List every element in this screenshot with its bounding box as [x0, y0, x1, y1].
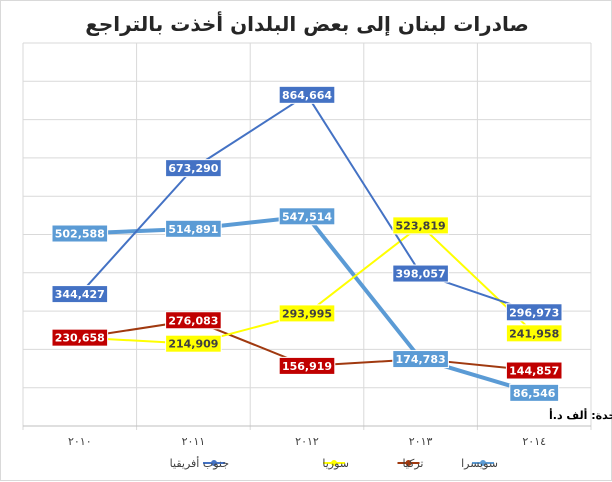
data-label-text: 523,819 — [396, 219, 446, 232]
data-label-box — [505, 324, 563, 343]
data-label-text: 514,891 — [168, 223, 218, 236]
data-label-text: 144,857 — [509, 365, 559, 378]
data-label-text: 86,546 — [513, 387, 556, 400]
source-note: بروفسور جاسم عجاقة | مصدر: ITC | الوحدة:… — [549, 408, 612, 422]
legend-marker — [480, 460, 486, 466]
data-label-box — [505, 361, 563, 380]
data-label: 276,083 — [165, 311, 222, 330]
data-label-box — [165, 219, 222, 238]
series-line — [78, 93, 536, 314]
x-tick-label: ٢٠١٠ — [68, 435, 92, 448]
series-line — [78, 224, 536, 345]
data-label: 344,427 — [51, 285, 109, 304]
data-label-box — [392, 264, 449, 283]
data-label: 214,909 — [165, 334, 222, 353]
data-label: 673,290 — [165, 159, 222, 178]
legend-marker — [331, 460, 337, 466]
data-label-box — [392, 350, 449, 369]
legend-label: تركيا — [402, 457, 423, 470]
data-label-text: 156,919 — [282, 360, 332, 373]
data-label: 230,658 — [51, 328, 109, 347]
x-tick-label: ٢٠١٣ — [409, 435, 433, 448]
data-label-text: 241,958 — [509, 327, 559, 340]
data-label-box — [392, 216, 449, 235]
data-label: 547,514 — [278, 207, 336, 226]
data-label-box — [165, 334, 222, 353]
data-label: 156,919 — [278, 356, 336, 375]
data-label-text: 293,995 — [282, 307, 332, 320]
data-label: 398,057 — [392, 264, 449, 283]
data-label-box — [165, 311, 222, 330]
data-label-box — [51, 328, 109, 347]
x-tick-label: ٢٠١١ — [182, 435, 206, 448]
data-label-text: 296,973 — [509, 306, 559, 319]
data-label-text: 230,658 — [55, 332, 105, 345]
data-label-text: 214,909 — [168, 338, 218, 351]
legend-item: جنوب أفريقيا — [170, 456, 229, 470]
data-label-box — [278, 356, 336, 375]
x-tick-label: ٢٠١٢ — [295, 435, 319, 448]
data-label-text: 502,588 — [55, 228, 105, 241]
data-label-text: 398,057 — [396, 268, 446, 281]
data-label-box — [51, 224, 109, 243]
chart-title: صادرات لبنان إلى بعض البلدان أخذت بالترا… — [85, 10, 529, 36]
data-label: 86,546 — [509, 383, 560, 402]
data-label: 241,958 — [505, 324, 563, 343]
legend-label: جنوب أفريقيا — [170, 456, 229, 470]
data-label-box — [165, 159, 222, 178]
data-label: 293,995 — [278, 304, 336, 323]
data-label-text: 276,083 — [168, 314, 218, 327]
data-label-text: 344,427 — [55, 288, 105, 301]
legend-label: سويسرا — [461, 457, 498, 470]
data-label: 144,857 — [505, 361, 563, 380]
data-label: 502,588 — [51, 224, 109, 243]
data-label-box — [509, 383, 560, 402]
data-label-text: 673,290 — [168, 162, 218, 175]
data-label: 523,819 — [392, 216, 449, 235]
data-label-box — [51, 285, 109, 304]
data-label-box — [278, 207, 336, 226]
legend-item: سوريا — [322, 457, 349, 470]
legend-item: سويسرا — [461, 457, 498, 470]
legend-item: تركيا — [397, 457, 424, 470]
data-label-box — [278, 85, 336, 104]
data-label-text: 547,514 — [282, 210, 332, 223]
data-label: 514,891 — [165, 219, 222, 238]
data-label: 174,783 — [392, 350, 449, 369]
data-label-text: 174,783 — [396, 353, 446, 366]
legend-label: سوريا — [322, 457, 349, 470]
data-label-box — [278, 304, 336, 323]
data-label-box — [505, 303, 563, 322]
data-label: 864,664 — [278, 85, 336, 104]
legend-marker — [211, 460, 217, 466]
data-label-text: 864,664 — [282, 89, 332, 102]
legend-marker — [405, 460, 412, 466]
x-tick-label: ٢٠١٤ — [522, 435, 546, 448]
data-label: 296,973 — [505, 303, 563, 322]
